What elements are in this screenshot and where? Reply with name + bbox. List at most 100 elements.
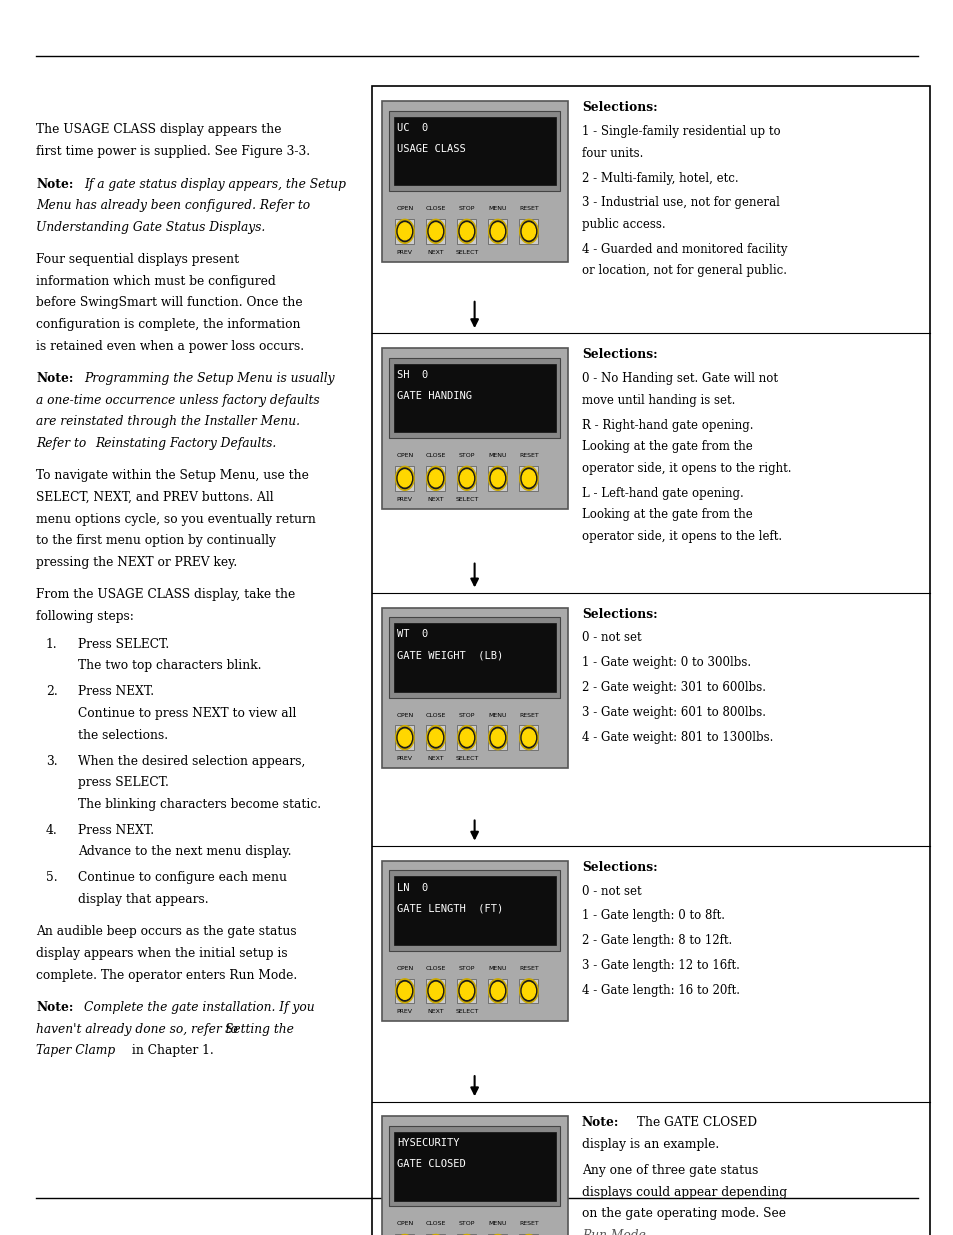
- Circle shape: [519, 979, 537, 1003]
- FancyBboxPatch shape: [456, 978, 476, 1003]
- Text: The GATE CLOSED: The GATE CLOSED: [633, 1116, 757, 1130]
- Text: MENU: MENU: [488, 713, 507, 718]
- Circle shape: [395, 726, 414, 750]
- FancyBboxPatch shape: [389, 871, 559, 951]
- FancyBboxPatch shape: [393, 1131, 556, 1200]
- Text: GATE WEIGHT  (LB): GATE WEIGHT (LB): [396, 651, 503, 661]
- Text: on the gate operating mode. See: on the gate operating mode. See: [581, 1208, 785, 1220]
- Text: Menu has already been configured. Refer to: Menu has already been configured. Refer …: [36, 199, 310, 212]
- Text: RESET: RESET: [518, 966, 538, 971]
- Text: PREV: PREV: [396, 756, 413, 761]
- Text: CLOSE: CLOSE: [425, 1221, 446, 1226]
- FancyBboxPatch shape: [456, 219, 476, 243]
- Text: 0 - No Handing set. Gate will not: 0 - No Handing set. Gate will not: [581, 372, 777, 385]
- Text: PREV: PREV: [396, 249, 413, 254]
- FancyBboxPatch shape: [393, 363, 556, 432]
- FancyBboxPatch shape: [389, 111, 559, 191]
- Circle shape: [428, 468, 443, 489]
- FancyBboxPatch shape: [518, 219, 537, 243]
- Text: move until handing is set.: move until handing is set.: [581, 394, 735, 406]
- Text: information which must be configured: information which must be configured: [36, 274, 275, 288]
- Text: NEXT: NEXT: [427, 496, 444, 501]
- Text: CLOSE: CLOSE: [425, 206, 446, 211]
- Text: 3 - Gate length: 12 to 16ft.: 3 - Gate length: 12 to 16ft.: [581, 960, 739, 972]
- Text: Four sequential displays present: Four sequential displays present: [36, 253, 239, 267]
- FancyBboxPatch shape: [456, 725, 476, 750]
- Text: 2 - Gate length: 8 to 12ft.: 2 - Gate length: 8 to 12ft.: [581, 935, 731, 947]
- Text: first time power is supplied. See Figure 3-3.: first time power is supplied. See Figure…: [36, 146, 310, 158]
- Text: 1 - Gate weight: 0 to 300lbs.: 1 - Gate weight: 0 to 300lbs.: [581, 656, 750, 669]
- Circle shape: [428, 221, 443, 242]
- Circle shape: [458, 727, 475, 748]
- Text: operator side, it opens to the left.: operator side, it opens to the left.: [581, 530, 781, 543]
- FancyBboxPatch shape: [381, 1116, 567, 1235]
- Text: Understanding Gate Status Displays.: Understanding Gate Status Displays.: [36, 221, 265, 233]
- Text: Looking at the gate from the: Looking at the gate from the: [581, 440, 752, 453]
- FancyBboxPatch shape: [426, 725, 445, 750]
- Circle shape: [522, 729, 535, 746]
- Text: L - Left-hand gate opening.: L - Left-hand gate opening.: [581, 487, 743, 500]
- FancyBboxPatch shape: [381, 101, 567, 262]
- Circle shape: [398, 222, 411, 240]
- Circle shape: [398, 982, 411, 999]
- Text: or location, not for general public.: or location, not for general public.: [581, 264, 786, 278]
- Circle shape: [429, 982, 442, 999]
- Circle shape: [395, 220, 414, 243]
- Text: complete. The operator enters Run Mode.: complete. The operator enters Run Mode.: [36, 968, 297, 982]
- Text: Note:: Note:: [36, 1000, 73, 1014]
- Text: Any one of three gate status: Any one of three gate status: [581, 1163, 758, 1177]
- Circle shape: [398, 729, 411, 746]
- Circle shape: [488, 979, 507, 1003]
- Text: OPEN: OPEN: [395, 966, 413, 971]
- Text: PREV: PREV: [396, 1009, 413, 1014]
- Text: Continue to press NEXT to view all: Continue to press NEXT to view all: [78, 706, 296, 720]
- Circle shape: [395, 467, 414, 490]
- Text: display is an example.: display is an example.: [581, 1139, 719, 1151]
- Circle shape: [457, 220, 476, 243]
- Text: MENU: MENU: [488, 1221, 507, 1226]
- FancyBboxPatch shape: [518, 725, 537, 750]
- Text: NEXT: NEXT: [427, 249, 444, 254]
- Circle shape: [457, 726, 476, 750]
- Text: RESET: RESET: [518, 453, 538, 458]
- Text: SELECT: SELECT: [455, 1009, 478, 1014]
- FancyBboxPatch shape: [381, 861, 567, 1021]
- Circle shape: [426, 726, 445, 750]
- Circle shape: [458, 221, 475, 242]
- Text: Continue to configure each menu: Continue to configure each menu: [78, 871, 287, 884]
- Circle shape: [460, 729, 473, 746]
- Text: Looking at the gate from the: Looking at the gate from the: [581, 508, 752, 521]
- Circle shape: [490, 468, 505, 489]
- FancyBboxPatch shape: [395, 978, 414, 1003]
- Circle shape: [426, 467, 445, 490]
- Text: RESET: RESET: [518, 713, 538, 718]
- Text: RESET: RESET: [518, 1221, 538, 1226]
- Text: Selections:: Selections:: [581, 608, 657, 621]
- Circle shape: [396, 221, 413, 242]
- Circle shape: [428, 727, 443, 748]
- Text: public access.: public access.: [581, 217, 665, 231]
- Text: The blinking characters become static.: The blinking characters become static.: [78, 798, 321, 811]
- Text: Press NEXT.: Press NEXT.: [78, 685, 154, 699]
- Text: 4 - Guarded and monitored facility: 4 - Guarded and monitored facility: [581, 243, 786, 256]
- Text: menu options cycle, so you eventually return: menu options cycle, so you eventually re…: [36, 513, 315, 526]
- Circle shape: [522, 982, 535, 999]
- Text: Taper Clamp: Taper Clamp: [36, 1044, 115, 1057]
- Circle shape: [429, 729, 442, 746]
- Text: Selections:: Selections:: [581, 101, 657, 115]
- FancyBboxPatch shape: [395, 219, 414, 243]
- Text: GATE HANDING: GATE HANDING: [396, 391, 472, 401]
- Circle shape: [520, 221, 537, 242]
- Circle shape: [457, 467, 476, 490]
- Text: NEXT: NEXT: [427, 756, 444, 761]
- FancyBboxPatch shape: [456, 466, 476, 490]
- Circle shape: [491, 982, 504, 999]
- Text: press SELECT.: press SELECT.: [78, 776, 169, 789]
- Text: If a gate status display appears, the Setup: If a gate status display appears, the Se…: [84, 178, 346, 190]
- Text: STOP: STOP: [458, 206, 475, 211]
- FancyBboxPatch shape: [426, 219, 445, 243]
- Text: 1.: 1.: [46, 637, 57, 651]
- Text: four units.: four units.: [581, 147, 642, 159]
- Circle shape: [491, 222, 504, 240]
- Text: Note:: Note:: [36, 372, 73, 385]
